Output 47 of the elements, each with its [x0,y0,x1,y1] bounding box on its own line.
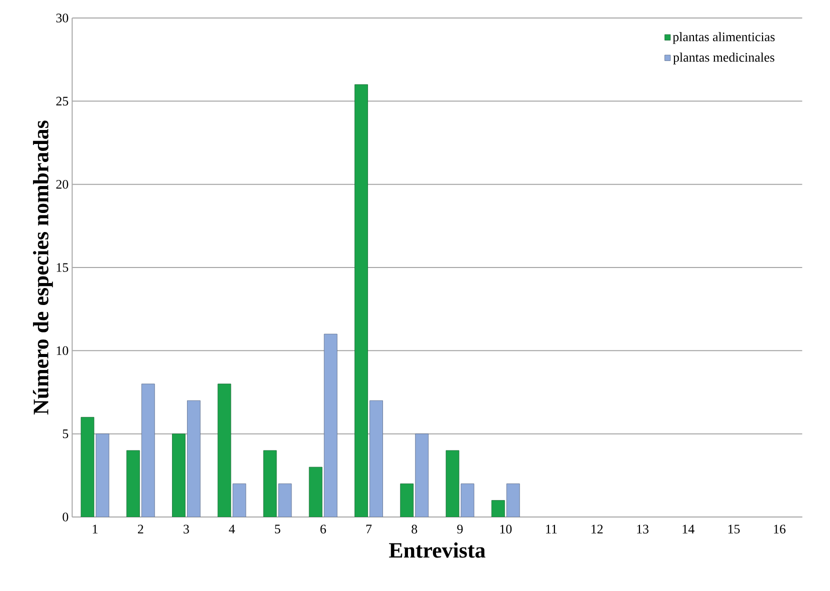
legend-label: plantas alimenticias [672,32,775,44]
bar [278,484,292,517]
x-tick-label: 8 [412,524,418,534]
x-tick-label: 10 [500,524,512,534]
bar [446,450,460,517]
x-tick-label: 12 [592,524,603,534]
bar [491,500,505,517]
bar [263,450,277,517]
x-tick-label: 9 [457,524,463,534]
bar [370,400,383,517]
y-tick-label: 10 [56,346,68,356]
y-tick-label: 20 [56,180,68,189]
y-tick-label: 0 [62,512,68,522]
x-tick-label: 13 [637,524,648,534]
y-axis-title: Número de especies nombradas [32,120,53,415]
bar [126,450,140,517]
x-tick-label: 14 [682,524,694,534]
x-tick-label: 4 [228,524,235,534]
bar [96,434,110,517]
x-tick-label: 1 [92,524,98,534]
bar [172,434,186,517]
bar [80,417,94,517]
x-axis-title: Entrevista [389,542,486,558]
y-tick-label: 25 [56,96,68,106]
bar [187,400,200,517]
bar [400,484,414,517]
x-tick-label: 2 [138,524,144,534]
y-tick-label: 30 [56,14,68,22]
y-tick-label: 15 [56,263,68,272]
x-tick-label: 11 [546,524,557,534]
x-tick-label: 5 [275,524,280,534]
bar [218,384,232,517]
bar [506,484,520,517]
x-tick-label: 6 [320,524,326,534]
x-tick-label: 16 [774,524,786,534]
y-tick-label: 5 [62,430,68,438]
bar [324,334,338,517]
x-tick-label: 15 [728,524,740,534]
bar [415,434,429,517]
bar [354,84,368,517]
bar [232,484,246,517]
x-tick-label: 7 [366,524,372,534]
legend-label: plantas medicinales [673,52,774,64]
x-tick-label: 3 [184,524,189,534]
bar [308,466,322,517]
bar [460,484,474,517]
bar [141,384,155,517]
